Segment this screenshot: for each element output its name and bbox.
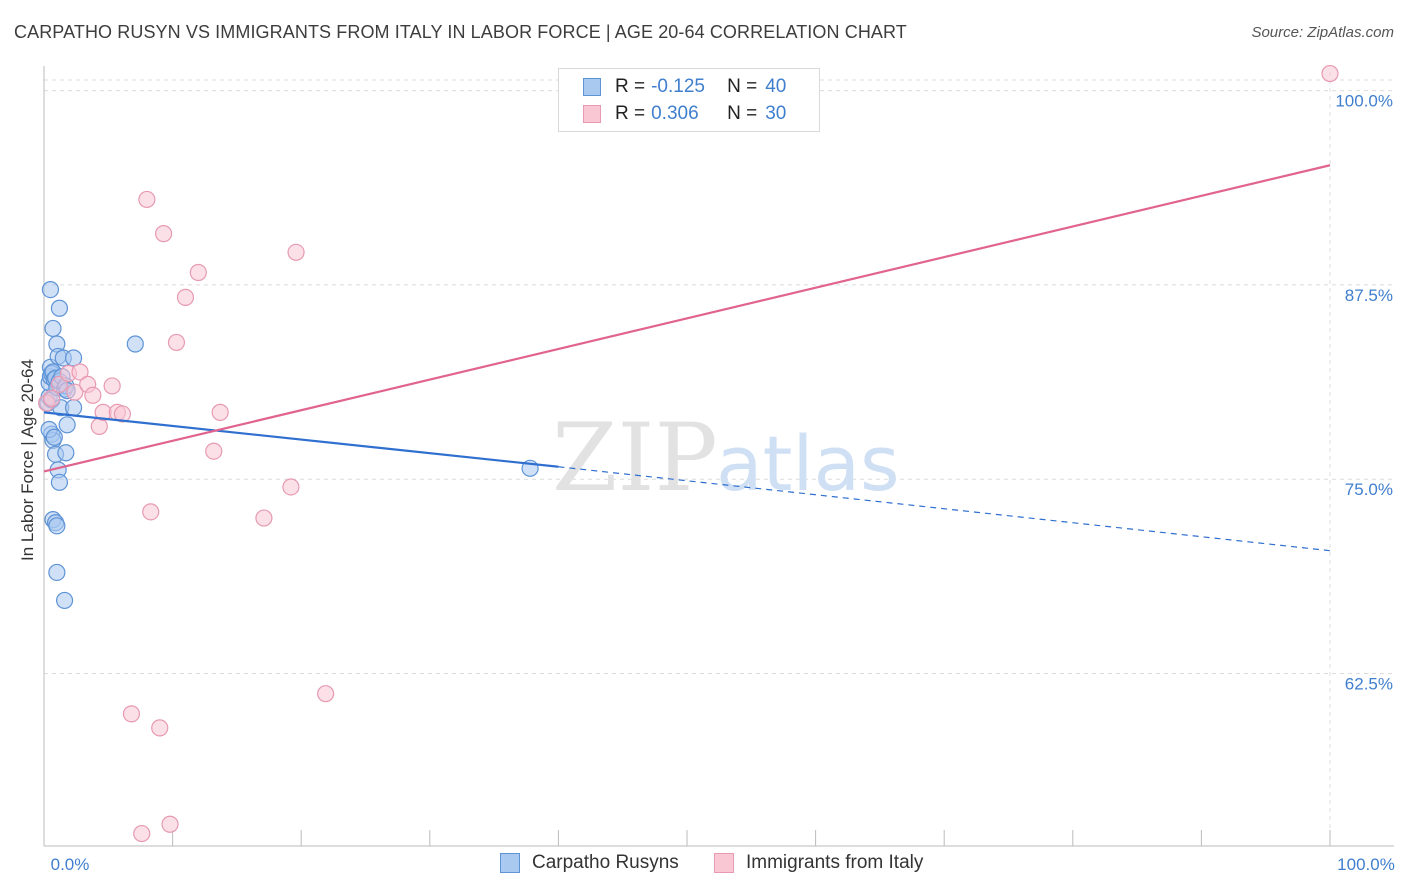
point-immigrants-italy (255, 509, 273, 527)
point-carpatho-rusyn (48, 517, 66, 535)
point-immigrants-italy (317, 685, 335, 703)
point-immigrants-italy (176, 288, 195, 306)
point-immigrants-italy (142, 503, 160, 521)
n-label: N = (727, 103, 758, 124)
point-carpatho-rusyn (55, 591, 74, 610)
point-immigrants-italy (205, 442, 223, 460)
legend-swatch-blue (500, 853, 520, 873)
r-label: R = (615, 76, 646, 97)
x-tick-label: 0.0% (51, 855, 90, 874)
legend-row-italy: R = 0.306 N = 30 (583, 102, 786, 126)
source-label: Source: ZipAtlas.com (1251, 24, 1394, 41)
point-immigrants-italy (133, 824, 151, 843)
point-immigrants-italy (103, 377, 121, 395)
point-carpatho-rusyn (50, 299, 69, 317)
point-carpatho-rusyn (45, 428, 63, 446)
axes (43, 66, 1394, 847)
legend-swatch-blue (583, 78, 601, 96)
point-carpatho-rusyn (41, 280, 60, 299)
y-tick-label: 100.0% (1335, 92, 1393, 111)
point-carpatho-rusyn (58, 416, 76, 434)
trend-line-rusyns (43, 411, 559, 468)
legend-swatch-pink (583, 105, 601, 123)
n-value: 30 (765, 103, 787, 124)
legend-item-immigrants-italy[interactable]: Immigrants from Italy (714, 852, 923, 874)
point-immigrants-italy (189, 263, 207, 282)
watermark-atlas: atlas (716, 419, 900, 508)
point-carpatho-rusyn (44, 319, 62, 338)
r-label: R = (615, 103, 646, 124)
y-tick-label: 87.5% (1345, 286, 1393, 305)
watermark-zip: ZIP (552, 404, 718, 513)
y-tick-label: 62.5% (1345, 674, 1393, 693)
legend-swatch-pink (714, 853, 734, 873)
x-tick-label: 100.0% (1337, 855, 1395, 874)
trend-line-rusyns-extrapolated (558, 466, 1331, 552)
legend-label: Immigrants from Italy (746, 852, 924, 873)
r-value: -0.125 (651, 76, 705, 97)
y-axis-label: In Labor Force | Age 20-64 (18, 359, 37, 561)
point-carpatho-rusyn (57, 444, 75, 462)
point-immigrants-italy (84, 386, 102, 404)
point-immigrants-italy (113, 405, 132, 423)
legend-row-rusyns: R = -0.125 N = 40 (583, 75, 786, 99)
point-immigrants-italy (122, 705, 141, 723)
point-immigrants-italy (71, 363, 89, 381)
legend-label: Carpatho Rusyns (532, 852, 679, 873)
point-immigrants-italy (43, 389, 61, 407)
tick-labels: 100.0% 87.5% 75.0% 62.5% 0.0% 100.0% (51, 92, 1395, 874)
y-tick-label: 75.0% (1345, 480, 1393, 499)
point-immigrants-italy (138, 190, 156, 209)
point-carpatho-rusyn (50, 473, 69, 491)
point-immigrants-italy (161, 815, 179, 833)
n-label: N = (727, 76, 758, 97)
n-value: 40 (765, 76, 787, 97)
point-immigrants-italy (287, 243, 305, 261)
point-immigrants-italy (282, 478, 300, 496)
point-immigrants-italy (154, 225, 173, 243)
point-carpatho-rusyn (64, 349, 83, 367)
point-immigrants-italy (211, 403, 229, 421)
point-immigrants-italy (151, 719, 169, 737)
point-carpatho-rusyn (64, 399, 83, 417)
point-immigrants-italy (1321, 64, 1339, 83)
point-immigrants-italy (66, 383, 84, 401)
legend-item-carpatho-rusyns[interactable]: Carpatho Rusyns (500, 852, 679, 874)
point-carpatho-rusyn (48, 563, 66, 582)
point-immigrants-italy (167, 333, 186, 352)
trend-line-italy (43, 164, 1331, 473)
chart-title: CARPATHO RUSYN VS IMMIGRANTS FROM ITALY … (14, 22, 907, 42)
point-carpatho-rusyn (126, 335, 144, 353)
trend-lines (43, 164, 1331, 552)
stats-legend: R = -0.125 N = 40 R = 0.306 N = 30 (558, 68, 820, 132)
r-value: 0.306 (651, 103, 699, 124)
